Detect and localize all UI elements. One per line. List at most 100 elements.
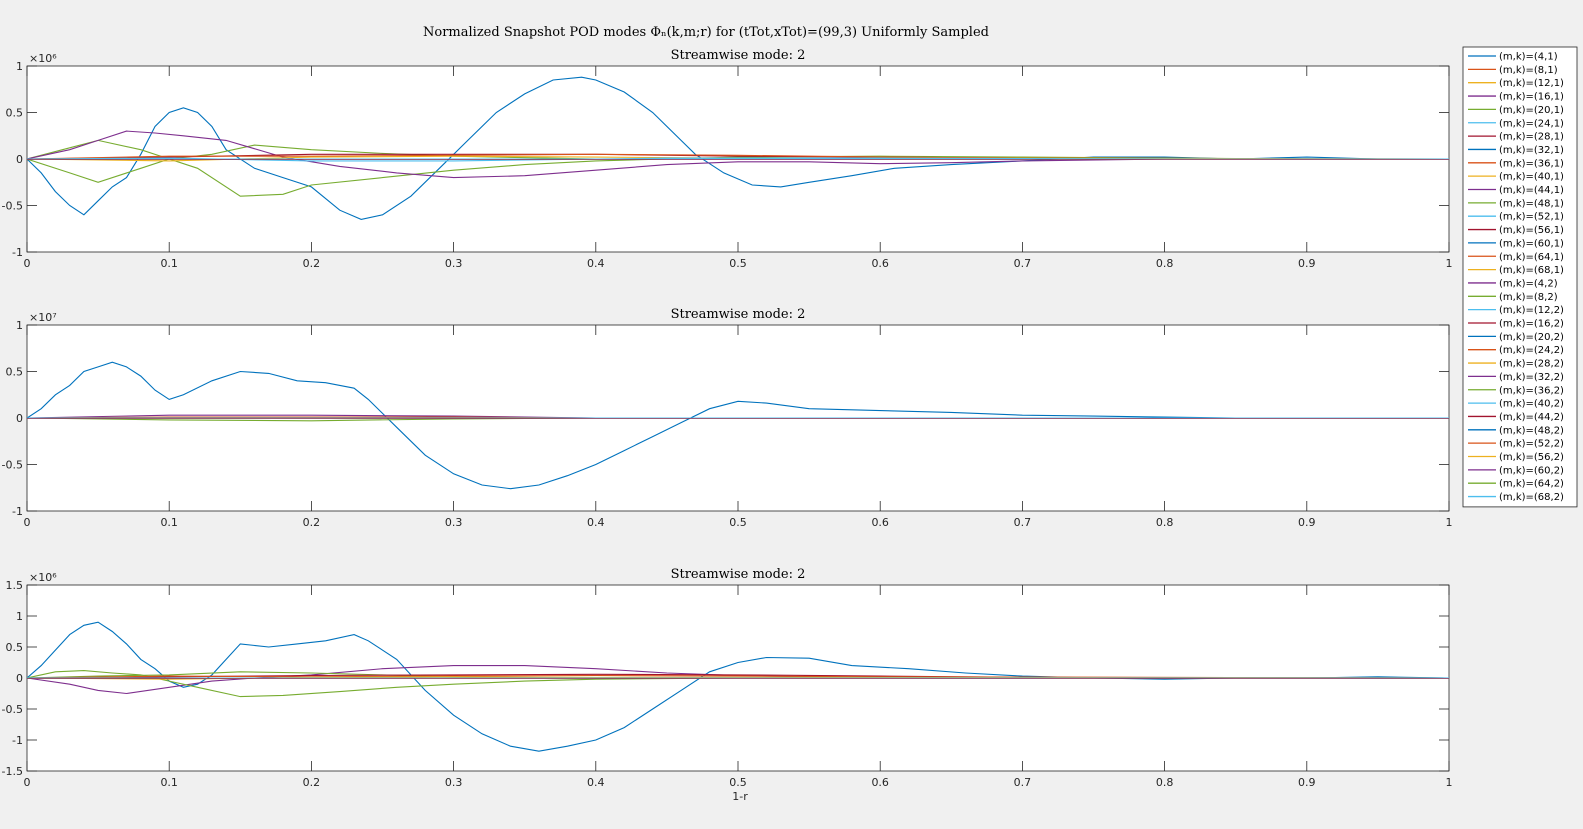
series-group: [27, 621, 1449, 752]
legend-entry: (m,k)=(60,2): [1499, 465, 1564, 476]
x-tick-label: 0: [24, 257, 31, 270]
y-tick-label: -1.5: [2, 765, 23, 778]
legend-entry: (m,k)=(16,2): [1499, 319, 1564, 330]
legend-entry: (m,k)=(12,2): [1499, 305, 1564, 316]
legend-entry: (m,k)=(40,1): [1499, 172, 1564, 183]
x-tick-label: 0.6: [871, 776, 889, 789]
legend-entry: (m,k)=(28,1): [1499, 132, 1564, 143]
legend-entry: (m,k)=(36,1): [1499, 158, 1564, 169]
x-tick-label: 0.4: [587, 516, 605, 529]
y-tick-label: 1: [16, 319, 23, 332]
legend-entry: (m,k)=(44,1): [1499, 185, 1564, 196]
x-tick-label: 0.8: [1156, 776, 1174, 789]
legend-entry: (m,k)=(24,1): [1499, 118, 1564, 129]
x-tick-label: 0.8: [1156, 257, 1174, 270]
legend-entry: (m,k)=(52,2): [1499, 439, 1564, 450]
legend-entry: (m,k)=(36,2): [1499, 385, 1564, 396]
y-tick-label: 0: [16, 412, 23, 425]
x-tick-label: 0.5: [729, 257, 747, 270]
series-line: [27, 621, 1449, 752]
x-tick-label: 0.5: [729, 516, 747, 529]
y-tick-label: 0.5: [6, 366, 24, 379]
x-tick-label: 0.5: [729, 776, 747, 789]
y-tick-label: 0: [16, 153, 23, 166]
x-tick-label: 0.3: [445, 257, 463, 270]
legend-entry: (m,k)=(24,2): [1499, 345, 1564, 356]
series-line: [27, 361, 1449, 490]
figure-title: Normalized Snapshot POD modes Φₙ(k,m;r) …: [423, 25, 989, 40]
legend-entry: (m,k)=(52,1): [1499, 212, 1564, 223]
x-tick-label: 0.1: [160, 516, 178, 529]
subplot-title: Streamwise mode: 2: [671, 48, 806, 63]
subplot-title: Streamwise mode: 2: [671, 307, 806, 322]
axes-3: Streamwise mode: 2 ×10⁶ 0 0.1 0.2 0.3 0.4 0.5 0.…: [2, 567, 1453, 789]
legend-entry: (m,k)=(44,2): [1499, 412, 1564, 423]
legend-entry: (m,k)=(68,2): [1499, 492, 1564, 503]
y-tick-label: 1: [16, 610, 23, 623]
x-tick-label: 0.9: [1298, 257, 1316, 270]
legend-entry: (m,k)=(68,1): [1499, 265, 1564, 276]
axes-2: Streamwise mode: 2 ×10⁷ 0 0.1 0.2 0.3 0.4 0.5 0.…: [2, 307, 1453, 529]
y-tick-label: -0.5: [2, 459, 23, 472]
legend-entry: (m,k)=(12,1): [1499, 78, 1564, 89]
series-line: [27, 674, 1449, 679]
legend-entry: (m,k)=(32,1): [1499, 145, 1564, 156]
x-tick-label: 0.9: [1298, 776, 1316, 789]
legend-entry: (m,k)=(4,2): [1499, 278, 1558, 289]
y-tick-label: 0: [16, 672, 23, 685]
x-tick-label: 0.8: [1156, 516, 1174, 529]
legend-entry: (m,k)=(8,2): [1499, 292, 1558, 303]
x-tick-label: 0.6: [871, 516, 889, 529]
x-tick-label: 0.6: [871, 257, 889, 270]
series-group: [27, 76, 1449, 220]
y-tick-label: 1.5: [6, 579, 24, 592]
x-tick-label: 0: [24, 516, 31, 529]
x-tick-label: 0.1: [160, 776, 178, 789]
x-tick-label: 0.4: [587, 776, 605, 789]
y-tick-label: -1: [12, 246, 23, 259]
x-tick-label: 0.7: [1014, 257, 1032, 270]
x-tick-label: 0.7: [1014, 516, 1032, 529]
x-tick-label: 0: [24, 776, 31, 789]
x-tick-label: 1: [1446, 776, 1453, 789]
series-line: [27, 76, 1449, 220]
exponent-label: ×10⁷: [29, 311, 57, 324]
series-line: [27, 155, 1449, 197]
legend-entry: (m,k)=(64,2): [1499, 479, 1564, 490]
y-tick-label: 0.5: [6, 641, 24, 654]
legend-entry: (m,k)=(16,1): [1499, 92, 1564, 103]
x-tick-label: 0.4: [587, 257, 605, 270]
x-tick-label: 0.7: [1014, 776, 1032, 789]
x-tick-label: 0.2: [303, 516, 321, 529]
x-tick-label: 0.2: [303, 776, 321, 789]
legend-entry: (m,k)=(8,1): [1499, 65, 1558, 76]
series-line: [27, 676, 1449, 680]
legend-entry: (m,k)=(4,1): [1499, 52, 1558, 63]
axes-group: Streamwise mode: 2 ×10⁶ 0 0.1 0.2 0.3 0.4 0.5 0.…: [2, 48, 1453, 789]
x-tick-label: 0.3: [445, 516, 463, 529]
exponent-label: ×10⁶: [29, 571, 57, 584]
y-tick-label: 1: [16, 60, 23, 73]
subplot-title: Streamwise mode: 2: [671, 567, 806, 582]
exponent-label: ×10⁶: [29, 52, 57, 65]
legend-entry: (m,k)=(48,2): [1499, 425, 1564, 436]
legend-entry: (m,k)=(64,1): [1499, 252, 1564, 263]
y-tick-label: 0.5: [6, 107, 24, 120]
legend: (m,k)=(4,1) (m,k)=(8,1) (m,k)=(12,1) (m,k)=…: [1462, 46, 1578, 508]
legend-entry: (m,k)=(56,2): [1499, 452, 1564, 463]
x-tick-label: 0.3: [445, 776, 463, 789]
x-tick-label: 0.1: [160, 257, 178, 270]
y-tick-label: -1: [12, 505, 23, 518]
x-tick-label: 0.9: [1298, 516, 1316, 529]
x-tick-label: 1: [1446, 257, 1453, 270]
axes-1: Streamwise mode: 2 ×10⁶ 0 0.1 0.2 0.3 0.4 0.5 0.…: [2, 48, 1453, 270]
legend-entry: (m,k)=(20,2): [1499, 332, 1564, 343]
x-tick-label: 1: [1446, 516, 1453, 529]
series-group: [27, 361, 1449, 490]
x-axis-label: 1-r: [732, 790, 748, 803]
legend-entry: (m,k)=(56,1): [1499, 225, 1564, 236]
x-tick-label: 0.2: [303, 257, 321, 270]
y-tick-label: -1: [12, 734, 23, 747]
series-line: [27, 130, 1449, 179]
